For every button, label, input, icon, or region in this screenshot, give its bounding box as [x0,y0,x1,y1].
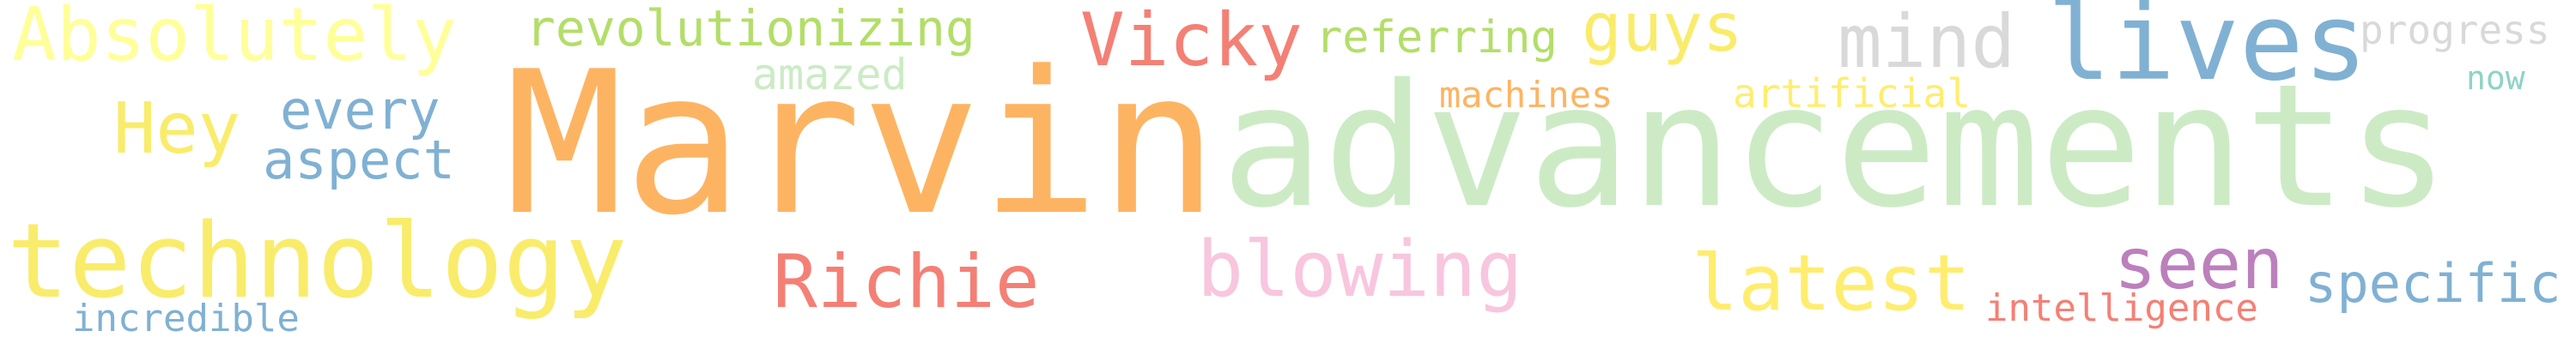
word-technology: technology [7,202,628,322]
word-advancements: advancements [1221,47,2450,245]
word-artificial: artificial [1733,70,1971,117]
word-incredible: incredible [72,297,300,340]
word-referring: referring [1315,12,1558,63]
word-marvin: Marvin [505,30,1218,259]
word-latest: latest [1692,238,1971,328]
word-guys: guys [1582,0,1743,67]
word-machines: machines [1439,74,1613,116]
word-hey: Hey [113,88,241,170]
word-blowing: blowing [1197,225,1523,315]
word-now: now [2466,59,2525,97]
word-progress: progress [2360,7,2550,53]
word-vicky: Vicky [1080,0,1303,83]
word-amazed: amazed [752,50,908,99]
word-aspect: aspect [263,129,455,191]
word-intelligence: intelligence [1985,286,2258,330]
word-richie: Richie [773,239,1040,325]
word-lives: lives [2047,0,2368,105]
word-seen: seen [2114,224,2284,305]
word-revolutionizing: revolutionizing [526,0,975,57]
word-absolutely: Absolutely [12,0,457,78]
word-specific: specific [2305,252,2561,315]
word-mind: mind [1838,0,2016,85]
word-every: every [280,79,440,141]
